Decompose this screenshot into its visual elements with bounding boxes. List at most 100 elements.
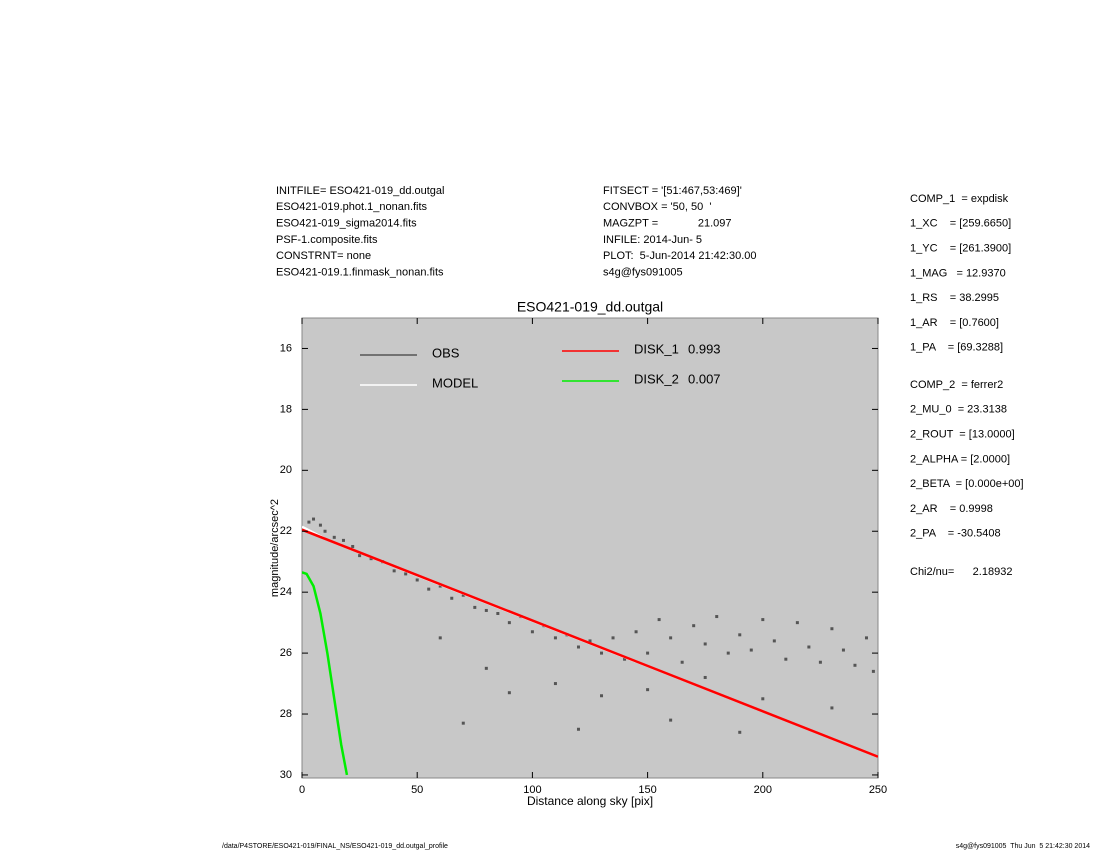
data-point [369, 557, 373, 561]
data-point [415, 578, 419, 582]
data-point [312, 517, 316, 521]
y-tick-label: 28 [280, 708, 292, 720]
y-tick-label: 18 [280, 403, 292, 415]
data-point [450, 596, 454, 600]
data-point [657, 618, 661, 622]
data-point [307, 520, 311, 524]
data-point [646, 651, 650, 655]
data-point [646, 688, 650, 692]
data-point [600, 694, 604, 698]
y-axis-label: magnitude/arcsec^2 [269, 499, 281, 597]
data-point [392, 569, 396, 573]
header-left-line: PSF-1.composite.fits [276, 234, 378, 246]
header-left-line: ESO421-019.phot.1_nonan.fits [276, 201, 428, 213]
data-point [761, 697, 765, 701]
y-tick-label: 26 [280, 647, 292, 659]
header-middle-line: CONVBOX = '50, 50 ' [603, 201, 711, 213]
plot-marks [302, 517, 878, 776]
data-point [726, 651, 730, 655]
data-point [553, 682, 557, 686]
x-tick-label: 0 [299, 784, 305, 796]
data-point [507, 621, 511, 625]
data-point [871, 669, 875, 673]
y-tick-label: 24 [280, 586, 292, 598]
data-point [341, 538, 345, 542]
data-point [358, 554, 362, 558]
data-point [553, 636, 557, 640]
x-tick-label: 150 [638, 784, 656, 796]
data-point [692, 624, 696, 628]
header-middle-line: PLOT: 5-Jun-2014 21:42:30.00 [603, 250, 757, 262]
chi-square: Chi2/nu= 2.18932 [910, 566, 1012, 578]
data-point [749, 648, 753, 652]
data-point [323, 529, 327, 533]
legend-label: DISK_1 [634, 341, 679, 356]
data-point [772, 639, 776, 643]
data-point [761, 618, 765, 622]
legend-label: MODEL [432, 375, 478, 390]
data-point [669, 636, 673, 640]
data-point [680, 660, 684, 664]
data-point [841, 648, 845, 652]
footer-stamp: s4g@fys091005 Thu Jun 5 21:42:30 2014 [956, 843, 1090, 850]
x-tick-label: 200 [754, 784, 772, 796]
data-point [830, 706, 834, 710]
component-param: 2_BETA = [0.000e+00] [910, 478, 1024, 490]
data-point [318, 523, 322, 527]
header-middle-line: FITSECT = '[51:467,53:469]' [603, 185, 742, 197]
y-tick-label: 16 [280, 342, 292, 354]
component-param: 2_AR = 0.9998 [910, 503, 993, 515]
data-point [496, 611, 500, 615]
data-point [818, 660, 822, 664]
header-left-line: ESO421-019_sigma2014.fits [276, 218, 417, 230]
data-point [332, 535, 336, 539]
component-param: 1_PA = [69.3288] [910, 342, 1003, 354]
component-param: 2_PA = -30.5408 [910, 528, 1001, 540]
data-point [669, 718, 673, 722]
data-point [576, 645, 580, 649]
y-tick-label: 22 [280, 525, 292, 537]
data-point [484, 666, 488, 670]
data-point [634, 630, 638, 634]
y-tick-label: 20 [280, 464, 292, 476]
header-middle-line: s4g@fys091005 [603, 266, 683, 278]
data-point [807, 645, 811, 649]
legend-label: DISK_2 [634, 371, 679, 386]
component-param: COMP_2 = ferrer2 [910, 379, 1003, 391]
data-point [427, 587, 431, 591]
legend-fraction: 0.993 [688, 341, 721, 356]
data-point [703, 675, 707, 679]
plot-area [301, 317, 879, 779]
header-left-line: INITFILE= ESO421-019_dd.outgal [276, 185, 444, 197]
data-point [461, 593, 465, 597]
footer-path: /data/P4STORE/ESO421-019/FINAL_NS/ESO421… [222, 843, 448, 850]
data-point [611, 636, 615, 640]
data-point [473, 605, 477, 609]
model-line [302, 528, 878, 758]
x-tick-label: 250 [869, 784, 887, 796]
data-point [461, 721, 465, 725]
component-param: 2_ALPHA = [2.0000] [910, 453, 1010, 465]
data-point [864, 636, 868, 640]
component-param: 1_AR = [0.7600] [910, 317, 999, 329]
data-point [507, 691, 511, 695]
data-point [738, 730, 742, 734]
data-point [853, 663, 857, 667]
data-point [404, 572, 408, 576]
data-point [530, 630, 534, 634]
data-point [576, 727, 580, 731]
component-param: 1_MAG = 12.9370 [910, 267, 1006, 279]
data-point [784, 657, 788, 661]
component-param: 1_YC = [261.3900] [910, 243, 1011, 255]
component-param: 1_RS = 38.2995 [910, 292, 999, 304]
data-point [588, 639, 592, 643]
data-point [351, 544, 355, 548]
legend-fraction: 0.007 [688, 371, 721, 386]
x-axis-label: Distance along sky [pix] [527, 794, 653, 808]
data-point [703, 642, 707, 646]
component-param: 2_MU_0 = 23.3138 [910, 404, 1007, 416]
data-point [600, 651, 604, 655]
legend-label: OBS [432, 345, 460, 360]
y-tick-label: 30 [280, 769, 292, 781]
